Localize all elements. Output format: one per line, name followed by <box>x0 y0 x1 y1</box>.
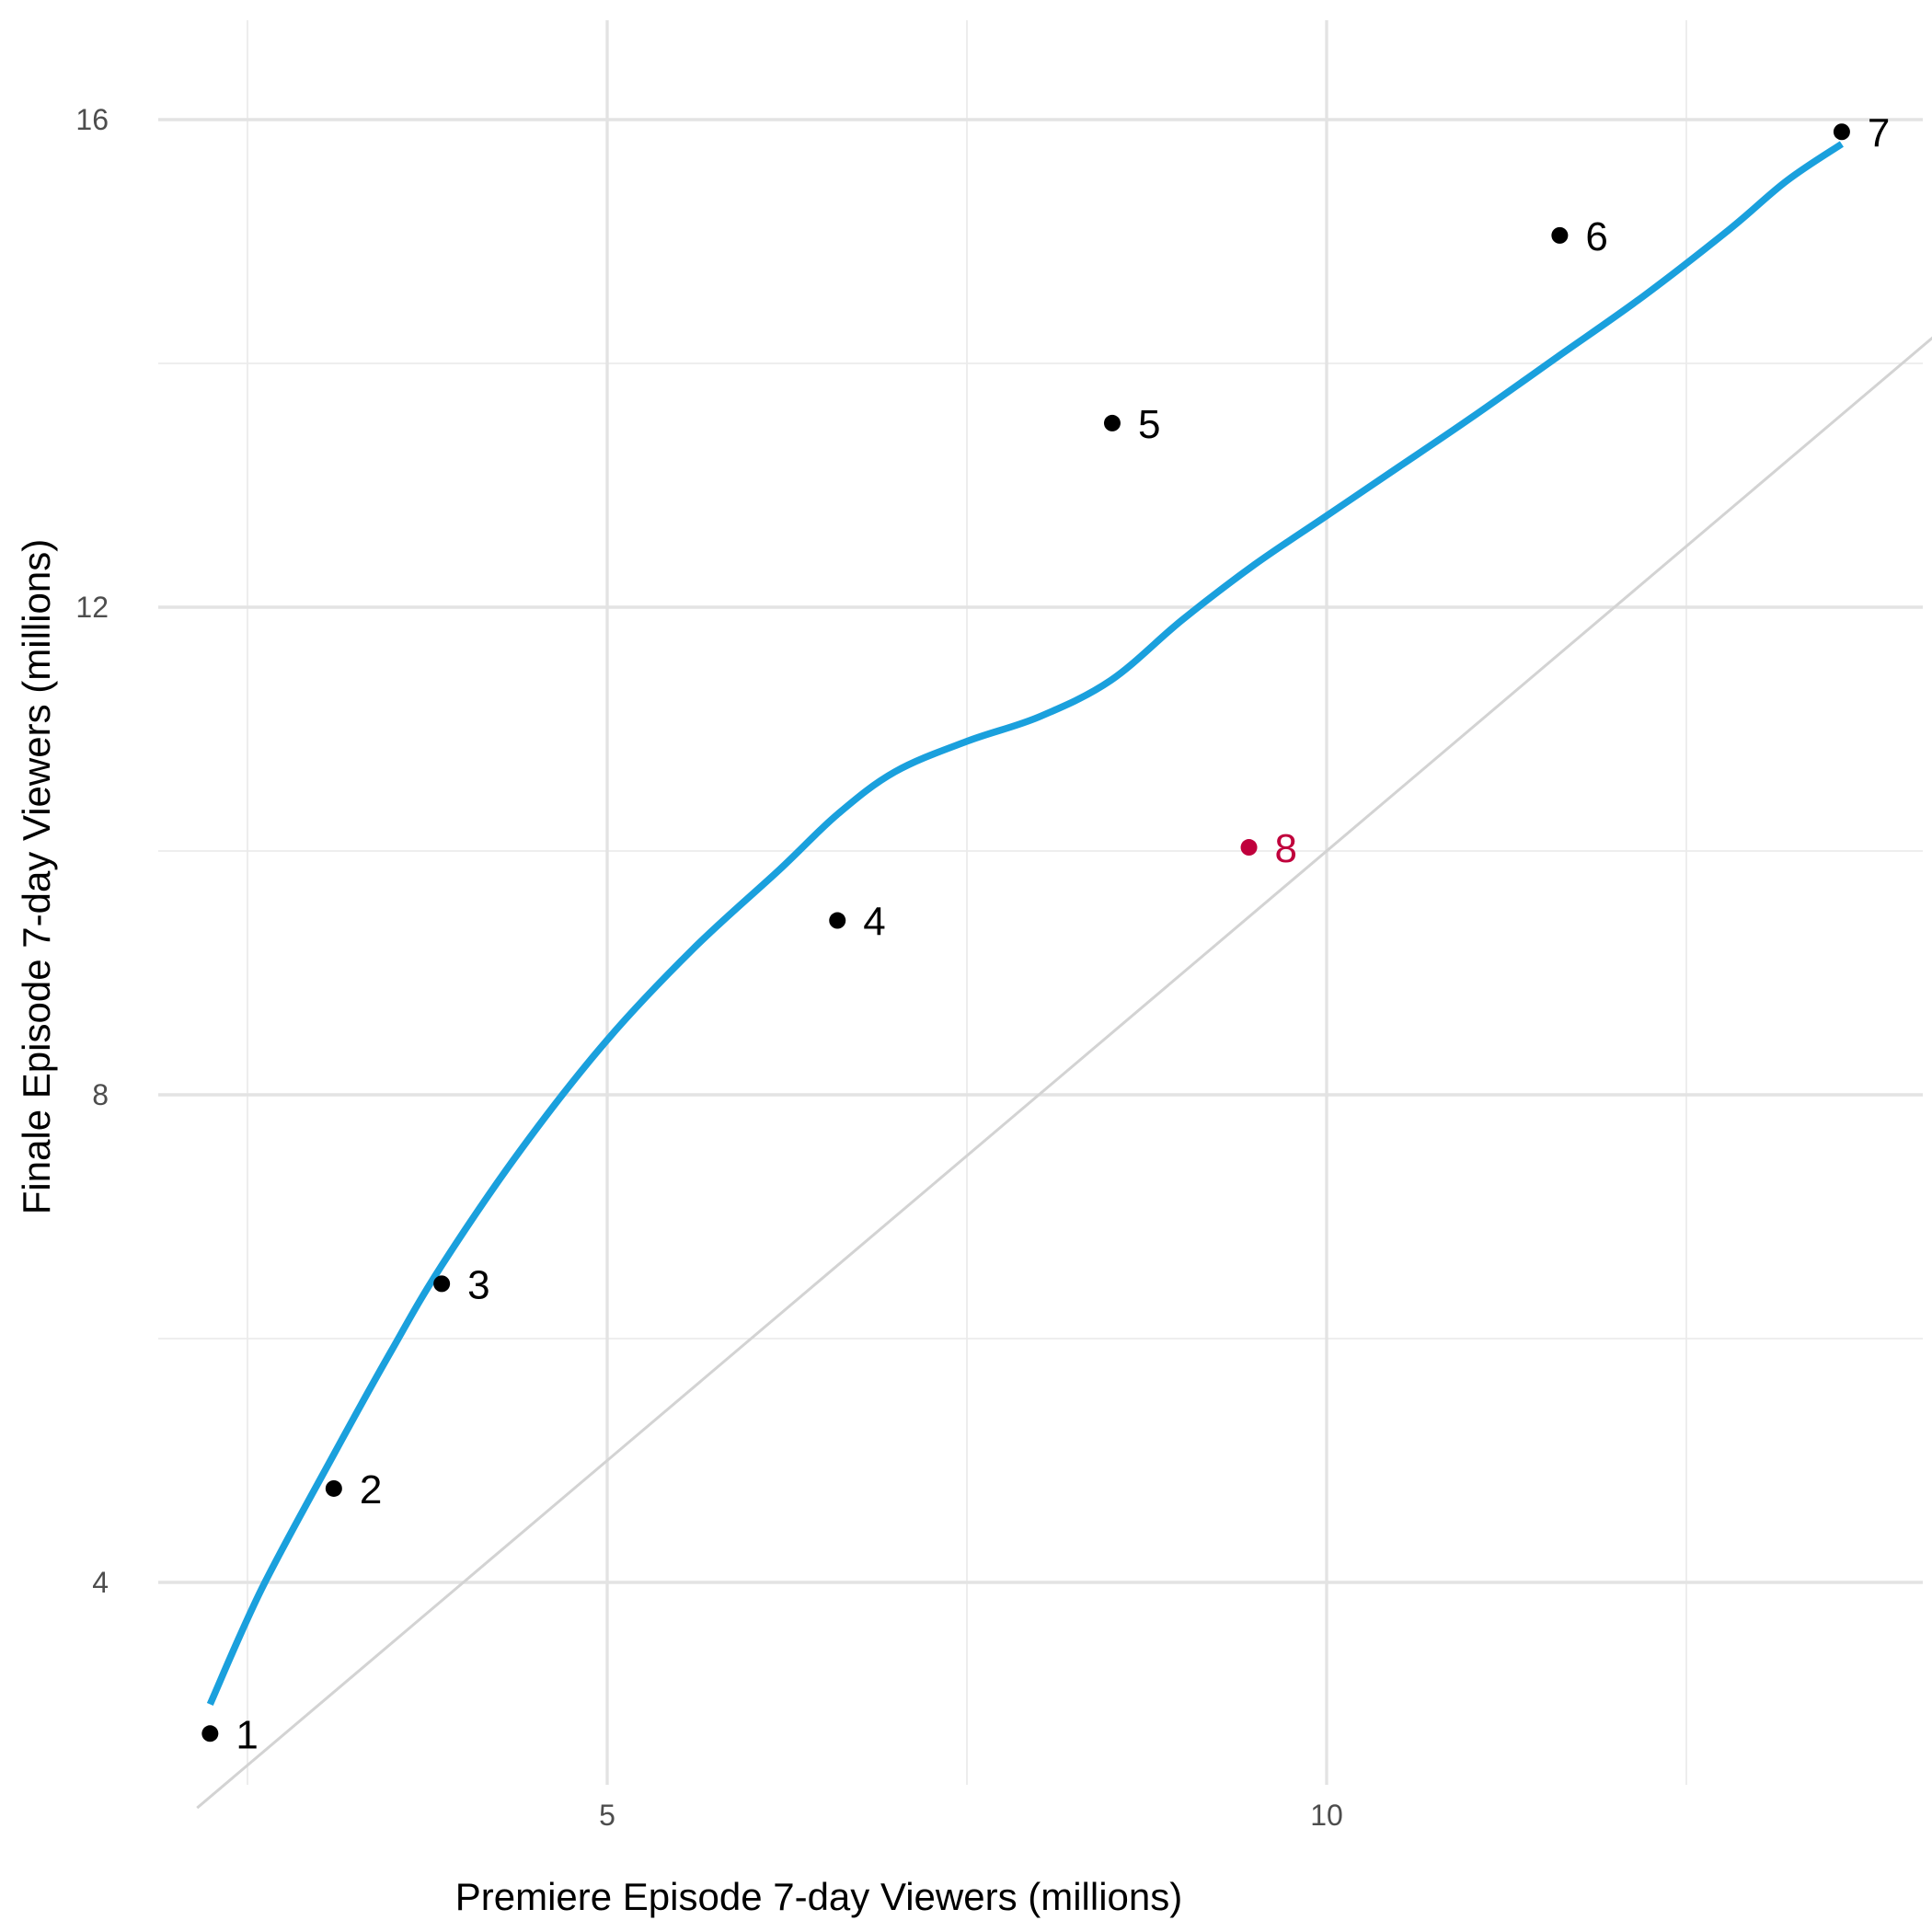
grid <box>158 20 1923 1785</box>
data-point <box>433 1275 451 1293</box>
data-point-label: 2 <box>360 1467 382 1512</box>
y-axis-title: Finale Episode 7-day Viewers (millions) <box>15 539 58 1215</box>
data-point-label: 7 <box>1868 110 1890 155</box>
y-tick-label: 12 <box>75 591 109 624</box>
data-point <box>201 1725 219 1742</box>
data-point <box>1103 414 1121 431</box>
reference-line-layer <box>196 336 1932 1810</box>
data-point-label: 8 <box>1275 826 1297 871</box>
data-point-label: 5 <box>1138 402 1160 447</box>
data-point-label: 6 <box>1585 214 1607 259</box>
data-point <box>1240 839 1258 857</box>
data-point <box>1833 123 1850 141</box>
data-point-label: 4 <box>863 900 885 945</box>
x-tick-label: 5 <box>599 1799 615 1832</box>
y-tick-label: 4 <box>92 1566 109 1599</box>
data-point <box>1551 226 1569 244</box>
data-point <box>325 1479 342 1497</box>
data-point-label: 3 <box>467 1262 489 1307</box>
smooth-trend-line <box>206 141 1844 1707</box>
y-tick-label: 16 <box>75 103 109 136</box>
reference-line <box>196 336 1932 1810</box>
data-points: 1 2 3 4 5 6 7 8 <box>201 110 1890 1757</box>
x-axis-title: Premiere Episode 7-day Viewers (millions… <box>455 1875 1183 1918</box>
data-point <box>829 912 846 929</box>
y-tick-label: 8 <box>92 1078 109 1111</box>
smooth-curve-layer <box>206 141 1844 1707</box>
x-tick-label: 10 <box>1310 1799 1343 1832</box>
data-point-label: 1 <box>236 1712 258 1757</box>
